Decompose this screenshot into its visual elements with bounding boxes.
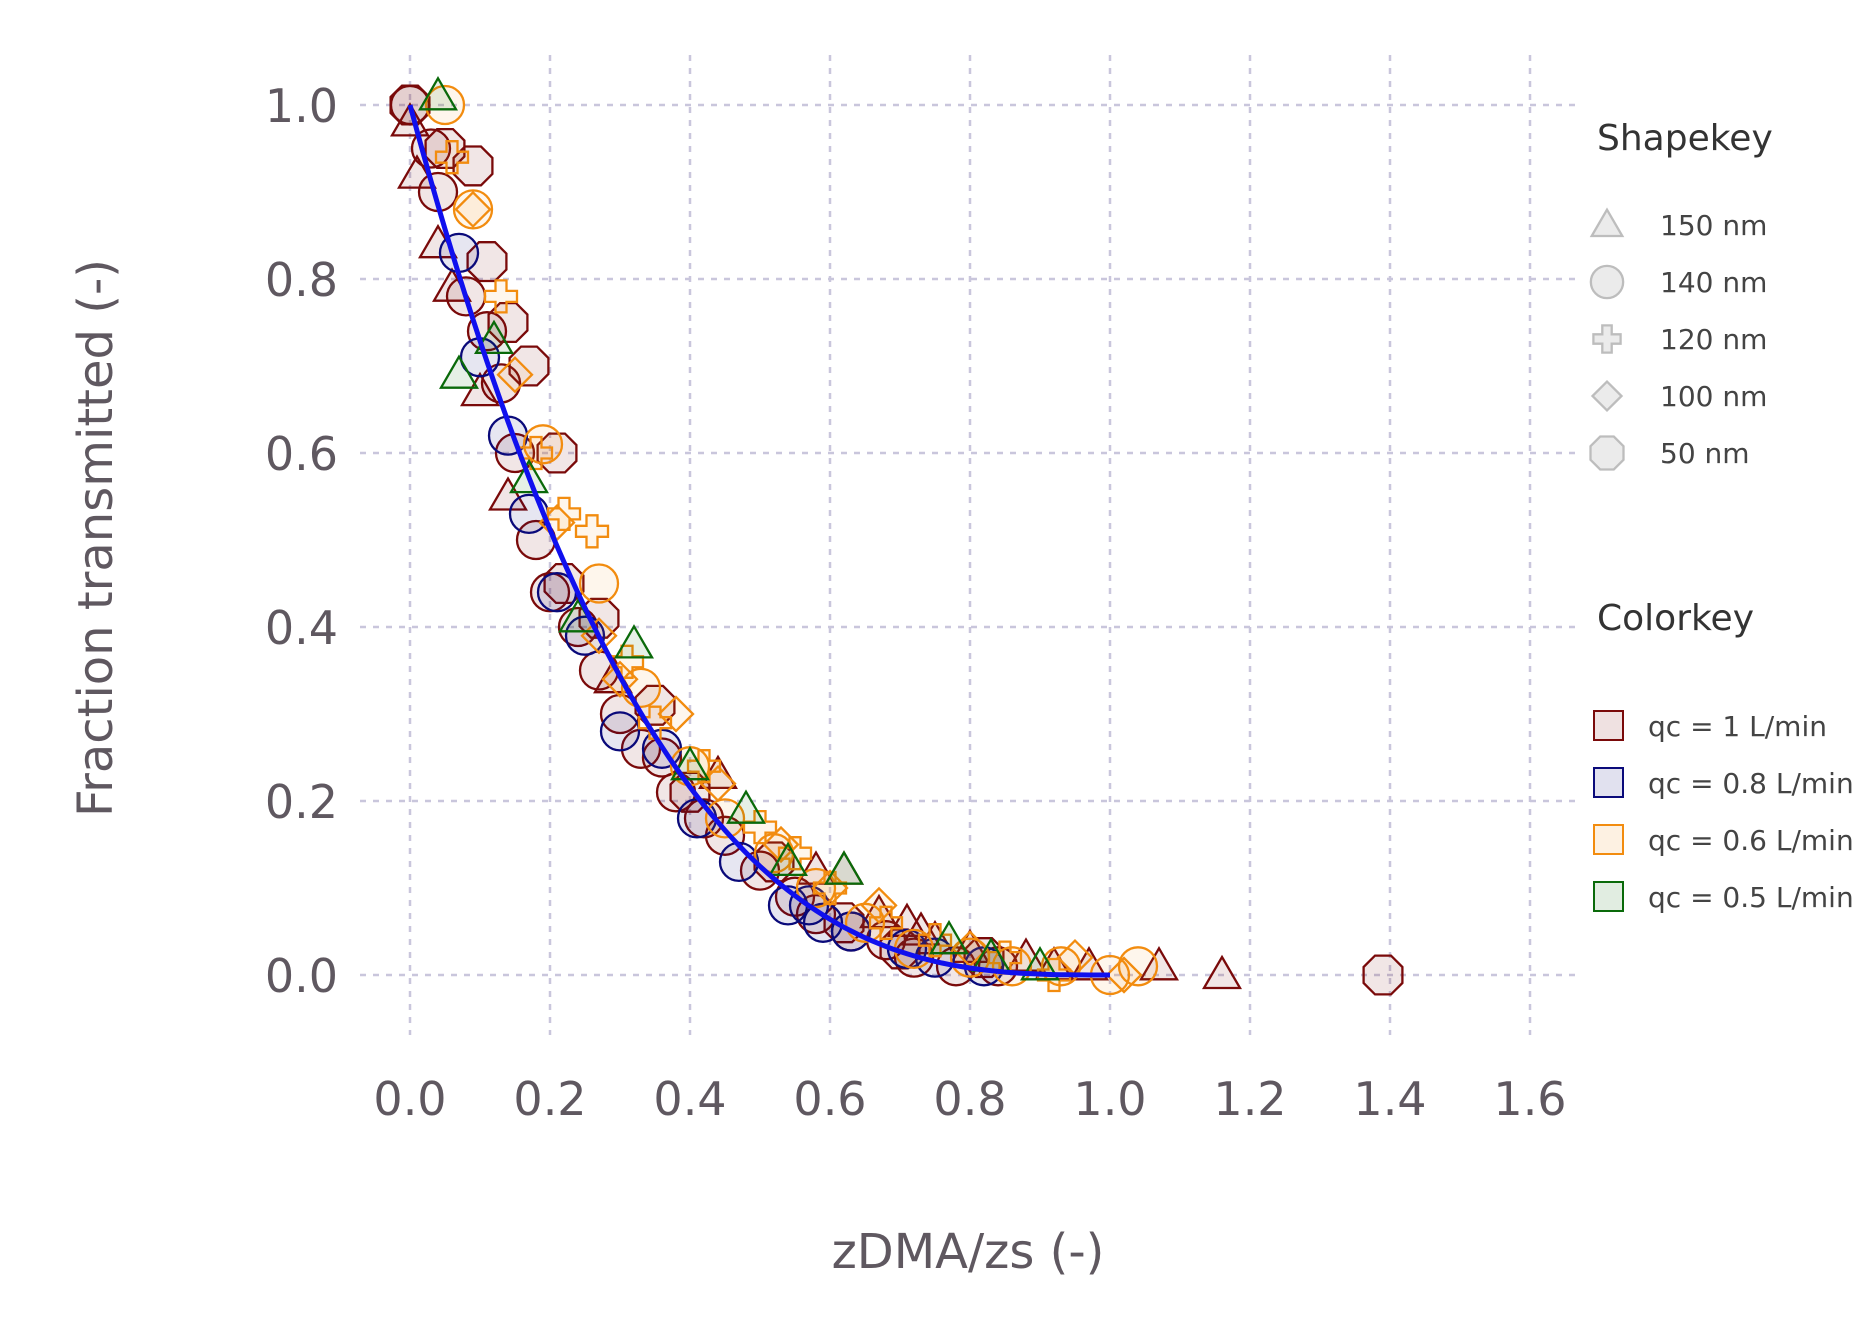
shape-legend-title: Shapekey — [1597, 118, 1773, 159]
x-axis-ticks: 0.0 0.2 0.4 0.6 0.8 1.0 1.2 1.4 1.6 — [373, 1072, 1566, 1126]
fit-curve — [407, 104, 1110, 978]
x-tick-label: 1.4 — [1353, 1072, 1426, 1126]
data-point — [699, 764, 737, 803]
color-legend-label: qc = 0.6 L/min — [1648, 824, 1854, 857]
data-point — [777, 836, 813, 871]
data-points — [389, 76, 1404, 996]
x-tick-label: 1.6 — [1493, 1072, 1566, 1126]
x-tick-label: 0.2 — [513, 1072, 586, 1126]
color-legend-label: qc = 0.8 L/min — [1648, 767, 1854, 800]
color-legend-label: qc = 0.5 L/min — [1648, 881, 1854, 914]
legend-color-swatch-icon — [1593, 767, 1624, 798]
data-point — [439, 354, 479, 389]
x-tick-label: 0.6 — [793, 1072, 866, 1126]
data-point — [483, 279, 519, 314]
shape-legend-label: 150 nm — [1660, 209, 1767, 242]
data-point — [599, 711, 641, 752]
data-point — [390, 102, 430, 137]
x-tick-label: 0.8 — [933, 1072, 1006, 1126]
x-axis-title: zDMA/zs (-) — [832, 1224, 1105, 1280]
x-tick-label: 1.0 — [1073, 1072, 1146, 1126]
y-tick-label: 0.2 — [265, 775, 338, 829]
data-point — [418, 76, 458, 111]
y-tick-label: 1.0 — [265, 79, 338, 133]
shape-legend-label: 50 nm — [1660, 437, 1750, 470]
color-legend: Colorkey qc = 1 L/min qc = 0.8 L/min qc = … — [1593, 598, 1854, 914]
data-point — [768, 841, 808, 877]
legend-color-swatch-icon — [1593, 881, 1624, 912]
data-point — [1362, 954, 1404, 996]
data-point — [578, 563, 620, 604]
x-tick-label: 0.0 — [373, 1072, 446, 1126]
data-point — [454, 190, 492, 229]
data-point — [574, 514, 610, 549]
data-point — [762, 825, 800, 864]
data-point — [686, 749, 722, 784]
data-point — [637, 705, 673, 740]
color-legend-label: qc = 1 L/min — [1648, 710, 1827, 743]
legend-triangle-icon — [1589, 207, 1625, 238]
y-tick-label: 0.8 — [265, 253, 338, 307]
data-point — [424, 84, 466, 126]
data-point — [614, 624, 654, 659]
data-point — [434, 140, 470, 175]
data-point — [634, 684, 676, 726]
y-tick-label: 0.4 — [265, 601, 338, 655]
data-point — [726, 789, 766, 824]
data-point — [951, 930, 989, 968]
legend-color-swatch-icon — [1593, 710, 1624, 741]
data-point — [452, 189, 494, 230]
legend-octagon-icon — [1589, 435, 1625, 471]
data-point — [811, 869, 849, 907]
data-point — [460, 371, 500, 407]
data-point — [1202, 954, 1242, 990]
y-tick-label: 0.0 — [265, 949, 338, 1003]
data-point — [488, 476, 528, 511]
data-point — [929, 919, 969, 955]
legend-diamond-icon — [1590, 379, 1624, 413]
data-point — [824, 850, 864, 885]
data-point — [657, 695, 695, 733]
data-point — [868, 905, 904, 940]
x-tick-label: 1.2 — [1213, 1072, 1286, 1126]
data-point — [1056, 938, 1094, 977]
y-axis-title: Fraction transmitted (-) — [68, 259, 124, 817]
data-point — [452, 145, 494, 187]
legend-plus-icon — [1592, 324, 1622, 354]
y-tick-label: 0.6 — [265, 427, 338, 481]
shape-legend-label: 100 nm — [1660, 380, 1767, 413]
data-point — [508, 345, 550, 387]
legend-color-swatch-icon — [1593, 824, 1624, 855]
shape-legend: Shapekey 150 nm 140 nm 120 nm 100 nm 50 nm — [1589, 118, 1773, 471]
legend-circle-icon — [1589, 264, 1625, 300]
y-axis-ticks: 0.0 0.2 0.4 0.6 0.8 1.0 — [265, 79, 338, 1003]
data-point — [1117, 946, 1159, 987]
data-point — [474, 319, 514, 355]
color-legend-title: Colorkey — [1597, 598, 1754, 639]
shape-legend-label: 120 nm — [1660, 323, 1767, 356]
data-point — [1139, 946, 1179, 981]
data-point — [860, 886, 898, 925]
data-point — [704, 798, 746, 839]
data-point — [496, 356, 534, 394]
shape-legend-label: 140 nm — [1660, 266, 1767, 299]
x-tick-label: 0.4 — [653, 1072, 726, 1126]
